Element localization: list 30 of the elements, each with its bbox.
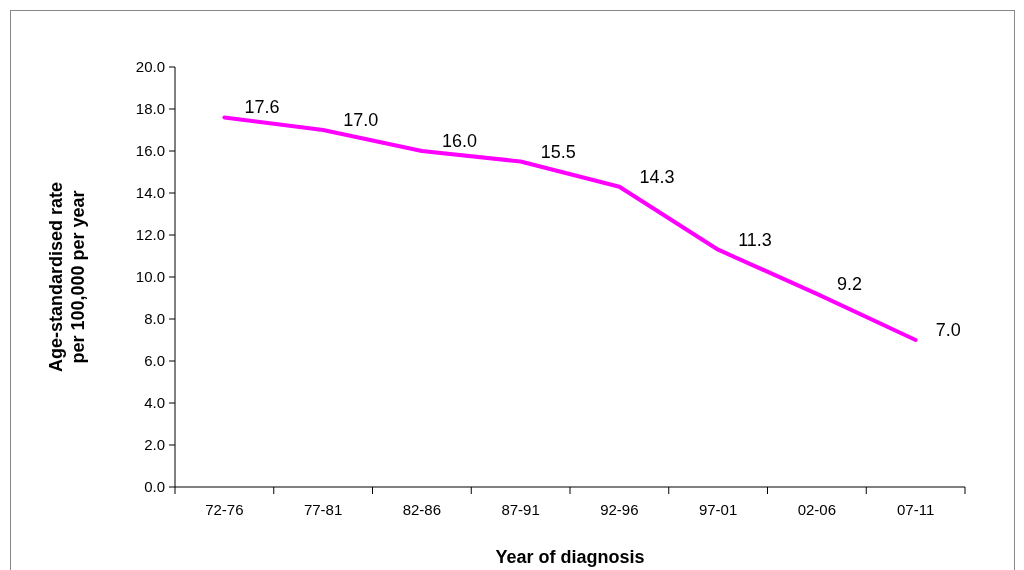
data-label: 16.0 <box>441 131 477 151</box>
y-tick-label: 10.0 <box>135 268 165 286</box>
y-tick-label: 6.0 <box>144 352 165 370</box>
x-tick-label: 07-11 <box>896 501 935 518</box>
x-tick-label: 77-81 <box>303 501 343 518</box>
y-tick-label: 16.0 <box>135 142 165 160</box>
data-label: 14.3 <box>639 166 675 187</box>
y-tick-label: 20.0 <box>135 58 165 76</box>
x-tick-label: 92-96 <box>600 501 639 518</box>
line-series <box>222 115 918 342</box>
y-tick-label: 12.0 <box>135 226 165 244</box>
y-tick-label: 2.0 <box>144 436 165 454</box>
data-label: 15.5 <box>540 141 576 162</box>
data-label: 17.6 <box>244 97 280 118</box>
y-tick-label: 18.0 <box>135 100 165 118</box>
x-tick-label: 72-76 <box>205 501 244 518</box>
x-axis-title: Year of diagnosis <box>495 547 645 567</box>
data-label: 7.0 <box>935 320 961 340</box>
x-tick-label: 97-01 <box>698 501 738 518</box>
data-label: 11.3 <box>738 229 772 250</box>
data-label: 17.0 <box>343 110 379 130</box>
y-axis-title: Age-standardised rate per 100,000 per year <box>46 181 88 373</box>
y-tick-label: 8.0 <box>144 310 165 328</box>
x-tick-label: 02-06 <box>797 501 837 518</box>
y-tick-label: 14.0 <box>135 184 165 202</box>
y-tick-label: 4.0 <box>144 394 165 412</box>
x-tick-label: 87-91 <box>501 501 540 518</box>
y-tick-label: 0.0 <box>144 478 165 496</box>
data-label: 9.2 <box>836 273 862 294</box>
x-tick-label: 82-86 <box>402 501 442 518</box>
